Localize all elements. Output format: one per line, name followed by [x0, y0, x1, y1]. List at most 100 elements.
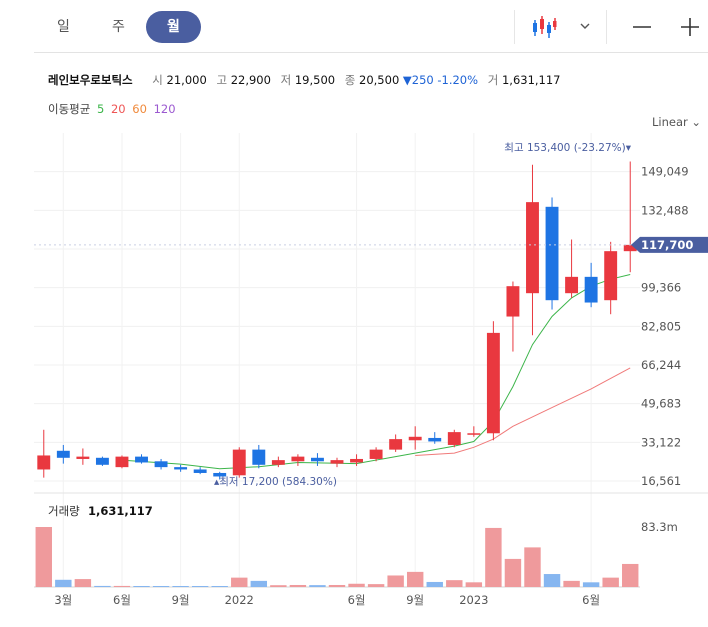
volume-bar: [622, 563, 639, 587]
x-tick-label: 6월: [113, 593, 131, 607]
x-tick-label: 3월: [54, 593, 72, 607]
volume-bar: [426, 581, 443, 587]
tab-0[interactable]: 일: [57, 19, 70, 35]
candle-body: [526, 202, 539, 294]
candle-body: [95, 457, 109, 465]
minus-icon[interactable]: [630, 12, 654, 42]
volume-bar: [465, 582, 483, 587]
volume-label: 거래량: [48, 504, 80, 518]
open-label: 시: [152, 73, 163, 87]
y-tick-label: 82,805: [641, 319, 681, 333]
low-label: 저: [280, 73, 292, 87]
candle-body: [135, 456, 148, 463]
volume-bar: [602, 577, 619, 587]
candle-body: [154, 461, 168, 468]
candle-body: [291, 456, 305, 462]
volume-value: 1,631,117: [88, 504, 153, 518]
volume-label: 거: [487, 73, 499, 87]
low-value: 19,500: [294, 73, 336, 87]
scale-selector[interactable]: Linear ⌄: [652, 115, 702, 129]
ma-20[interactable]: 20: [110, 102, 126, 116]
candle-body: [467, 433, 481, 435]
volume-max-label: 83.3m: [641, 520, 678, 534]
plus-icon[interactable]: [678, 12, 702, 42]
volume-bar: [152, 586, 170, 587]
y-tick-label: 132,488: [641, 203, 689, 217]
candle-body: [76, 456, 90, 459]
close-value: 20,500: [359, 73, 400, 87]
x-tick-label: 6월: [582, 593, 600, 607]
candle-body: [56, 450, 70, 458]
min-annotation: ▴최저 17,200 (584.30%): [214, 476, 337, 488]
candle-body: [330, 460, 344, 464]
candle-body: [506, 286, 520, 317]
last-price-label: 117,700: [641, 238, 693, 252]
tab-1[interactable]: 주: [112, 19, 125, 35]
volume-bar: [35, 527, 52, 587]
volume-bar: [289, 584, 307, 587]
ma-5[interactable]: 5: [96, 102, 105, 116]
candle-body: [408, 436, 422, 441]
volume-bar: [250, 580, 268, 587]
toolbar-divider: [606, 10, 607, 44]
volume-bar: [231, 577, 248, 587]
volume-bar: [172, 586, 189, 587]
change-value: ▼250 -1.20%: [402, 73, 479, 87]
candle-body: [486, 332, 500, 434]
y-tick-label: 66,244: [641, 358, 681, 372]
ma-legend: 이동평균 5 20 60 120: [48, 101, 176, 117]
stock-name: 레인보우로보틱스: [48, 73, 133, 87]
candle-body: [623, 244, 637, 252]
volume-bar: [524, 547, 541, 587]
volume-value: 1,631,117: [501, 73, 561, 87]
high-label: 고: [216, 73, 228, 87]
x-tick-label: 9월: [172, 593, 190, 607]
y-tick-label: 149,049: [641, 165, 689, 179]
volume-bar: [485, 527, 502, 587]
volume-bar: [94, 585, 111, 587]
candle-body: [232, 449, 246, 476]
candle-body: [213, 472, 227, 477]
volume-bar: [563, 580, 580, 587]
volume-bar: [446, 580, 463, 587]
ma5-line: [121, 274, 631, 470]
candle-body: [447, 432, 461, 445]
ma-60[interactable]: 60: [132, 102, 147, 116]
candle-body: [350, 458, 363, 463]
candle-body: [252, 449, 266, 465]
max-annotation: 최고 153,400 (-23.27%)▾: [504, 142, 631, 154]
y-tick-label: 16,561: [641, 474, 681, 488]
tab-2[interactable]: 월: [146, 11, 201, 43]
volume-bar: [133, 586, 150, 587]
volume-bar: [582, 582, 600, 587]
chevron-down-icon[interactable]: [578, 12, 592, 42]
volume-bar: [211, 586, 228, 587]
volume-bar: [348, 583, 365, 587]
volume-bar: [504, 558, 522, 587]
volume-bar: [543, 574, 561, 587]
open-value: 21,000: [166, 73, 207, 87]
volume-bar: [74, 579, 92, 587]
header-divider: [34, 52, 708, 53]
volume-bar: [309, 585, 326, 587]
candle-body: [115, 456, 129, 468]
candle-body: [565, 276, 579, 294]
candle-body: [311, 457, 324, 462]
candle-body: [545, 206, 559, 301]
x-tick-label: 2023: [459, 593, 488, 607]
volume-bar: [191, 586, 209, 587]
volume-bar: [387, 575, 404, 587]
x-tick-label: 2022: [225, 593, 254, 607]
candle-body: [389, 439, 403, 450]
volume-bar: [406, 571, 424, 587]
volume-bar: [367, 584, 385, 587]
volume-bar: [113, 585, 131, 587]
candlestick-icon[interactable]: [530, 12, 558, 42]
candle-body: [369, 449, 383, 459]
candle-body: [584, 276, 598, 303]
volume-bar: [328, 584, 346, 587]
y-tick-label: 99,366: [641, 281, 681, 295]
ma-120[interactable]: 120: [153, 102, 176, 116]
